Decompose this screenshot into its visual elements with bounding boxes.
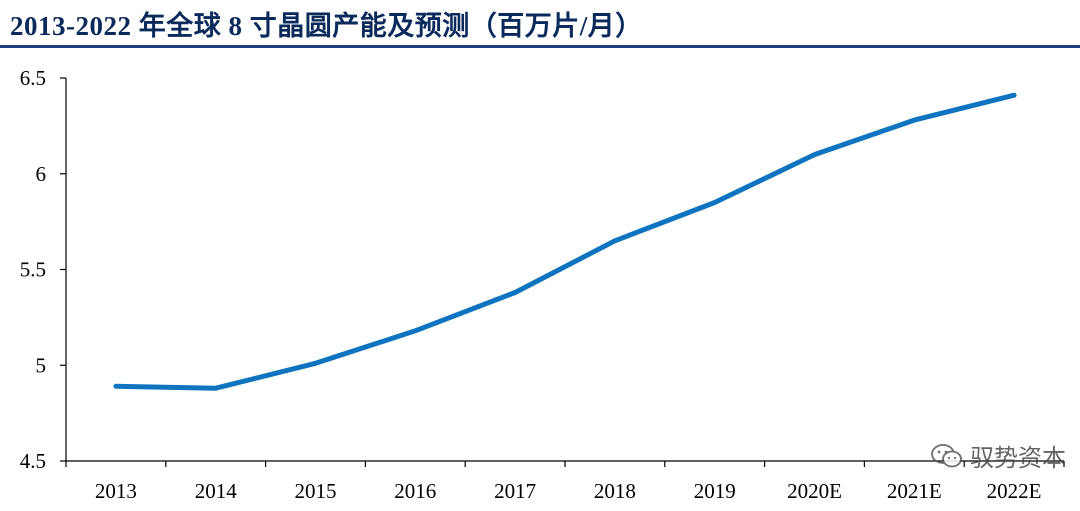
x-tick-label: 2018 <box>594 479 636 503</box>
x-axis-ticks: 2013 2014 2015 2016 2017 2018 2019 2020E 2021E 20… <box>65 461 1065 503</box>
y-tick-label: 4.5 <box>20 449 46 473</box>
x-tick-label: 2020E <box>787 479 842 503</box>
chart-title: 2013-2022 年全球 8 寸晶圆产能及预测（百万片/月） <box>10 11 643 41</box>
x-tick-label: 2021E <box>887 479 942 503</box>
series-line <box>113 92 1017 391</box>
y-tick-label: 6 <box>36 162 47 186</box>
watermark-text: 驭势资本 <box>970 444 1066 472</box>
x-tick-label: 2022E <box>987 479 1042 503</box>
x-tick-label: 2015 <box>295 479 337 503</box>
chart-axes <box>65 78 1064 462</box>
y-axis-ticks: 4.5 5 5.5 6 6.5 <box>20 66 66 473</box>
x-tick-label: 2014 <box>195 479 238 503</box>
y-tick-label: 6.5 <box>20 66 46 90</box>
watermark: 驭势资本 <box>930 438 1066 473</box>
x-tick-label: 2013 <box>95 479 137 503</box>
y-tick-label: 5.5 <box>20 258 46 282</box>
x-tick-label: 2017 <box>494 479 536 503</box>
title-divider <box>0 45 1080 48</box>
wechat-icon <box>931 443 962 467</box>
x-tick-label: 2016 <box>394 479 436 503</box>
chart-series <box>113 92 1017 391</box>
x-tick-label: 2019 <box>694 479 736 503</box>
y-tick-label: 5 <box>36 353 47 377</box>
